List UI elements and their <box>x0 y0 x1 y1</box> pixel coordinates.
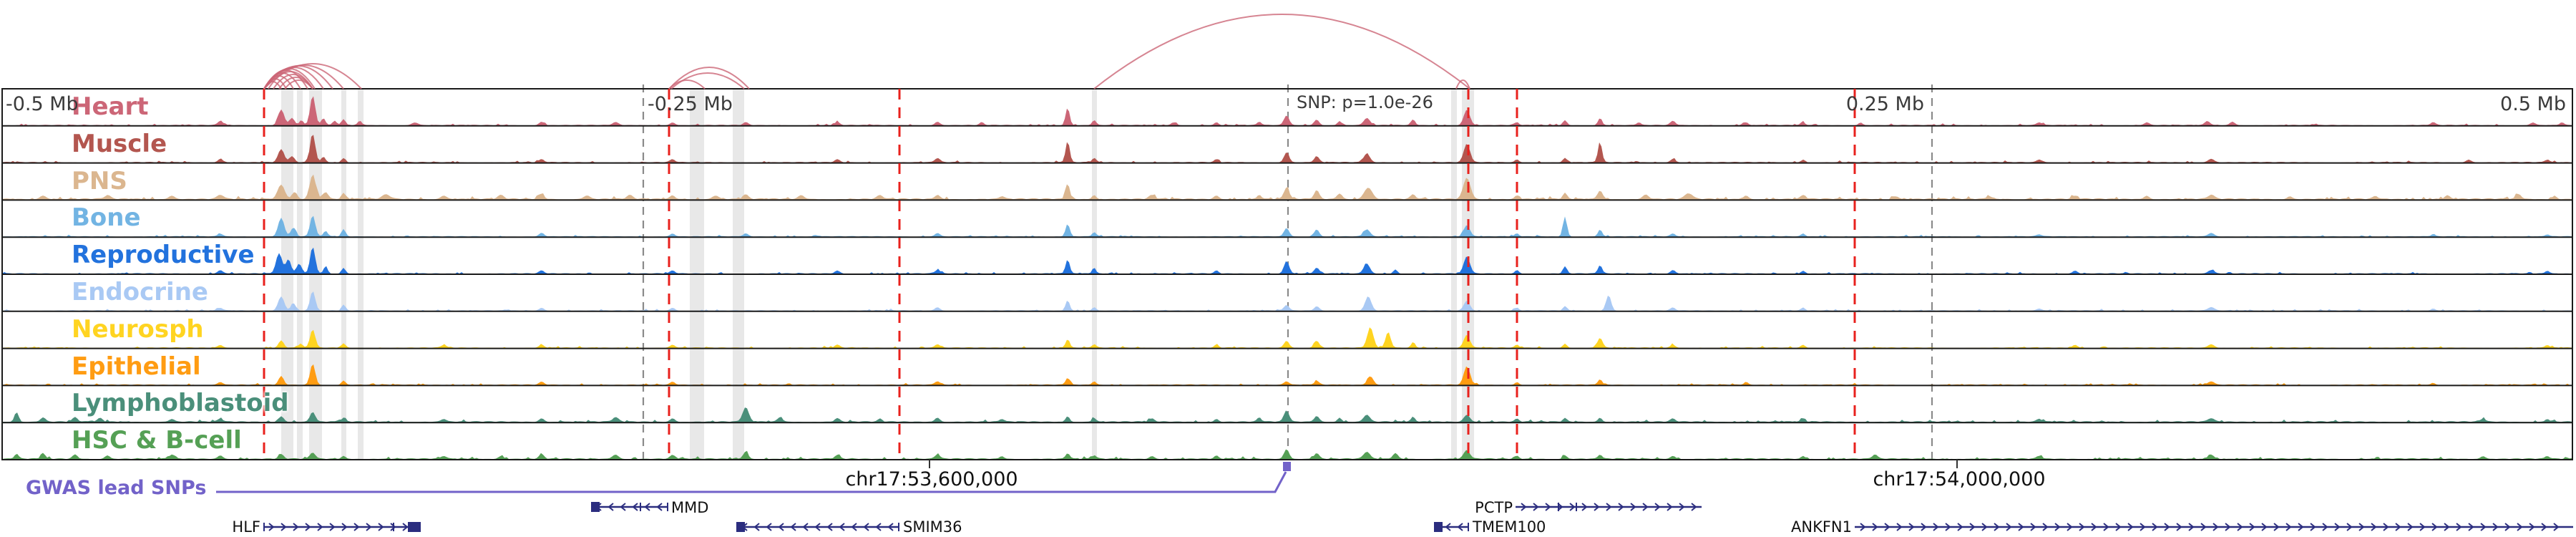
gene-label-pctp: PCTP <box>1475 499 1513 516</box>
track-label-bone: Bone <box>72 203 141 233</box>
track-label-endocrine: Endocrine <box>72 278 208 306</box>
axis-label-minus-0-25mb: -0.25 Mb <box>648 93 733 115</box>
track-label-pns: PNS <box>72 166 127 195</box>
gwas-snp-pointer-line <box>216 471 1287 493</box>
chr-coordinate-label: chr17:54,000,000 <box>1873 468 2046 490</box>
signal-track-reproductive <box>2 247 2572 274</box>
interaction-arc <box>1093 14 1470 90</box>
signal-track-hsc-b-cell <box>2 449 2572 460</box>
axis-label-minus-0-5mb: -0.5 Mb <box>6 93 79 115</box>
track-label-muscle: Muscle <box>72 129 167 158</box>
gene-model-ankfn1 <box>1855 523 2573 531</box>
track-label-neurosph: Neurosph <box>72 314 204 344</box>
signal-track-endocrine <box>2 291 2572 311</box>
interaction-arc <box>668 67 750 90</box>
track-label-lymphoblastoid: Lymphoblastoid <box>72 389 289 418</box>
interaction-arc <box>284 79 313 90</box>
gene-label-mmd: MMD <box>671 499 709 516</box>
interaction-arc <box>1455 79 1470 90</box>
signal-track-lymphoblastoid <box>2 407 2572 423</box>
gene-label-ankfn1: ANKFN1 <box>1791 518 1852 536</box>
track-label-epithelial: Epithelial <box>72 352 201 381</box>
axis-label-snp: SNP: p=1.0e-26 <box>1297 92 1433 112</box>
gene-model-smim36 <box>736 522 899 532</box>
gene-label-smim36: SMIM36 <box>903 518 962 536</box>
signal-track-muscle <box>2 135 2572 163</box>
signal-track-heart <box>2 96 2572 126</box>
track-label-hsc-b-cell: HSC & B-cell <box>72 426 242 455</box>
track-label-heart: Heart <box>72 92 149 121</box>
track-label-reproductive: Reproductive <box>72 241 255 270</box>
gwas-snp-marker <box>1283 462 1291 471</box>
gene-label-hlf: HLF <box>232 518 260 536</box>
gwas-lead-snps-label: GWAS lead SNPs <box>26 477 207 499</box>
chr-coordinate-label: chr17:53,600,000 <box>845 468 1018 490</box>
gene-model-pctp <box>1516 503 1702 511</box>
signal-track-neurosph <box>2 327 2572 349</box>
interaction-arc <box>670 72 745 90</box>
interaction-arc <box>668 79 706 90</box>
axis-label-plus-0-5mb: 0.5 Mb <box>2500 93 2566 115</box>
gene-model-hlf <box>263 522 421 532</box>
signal-track-pns <box>2 174 2572 200</box>
signal-track-bone <box>2 216 2572 238</box>
gene-model-mmd <box>591 502 668 512</box>
gene-model-tmem100 <box>1434 522 1469 532</box>
gene-label-tmem100: TMEM100 <box>1473 518 1546 536</box>
axis-label-plus-0-25mb: 0.25 Mb <box>1845 93 1924 115</box>
